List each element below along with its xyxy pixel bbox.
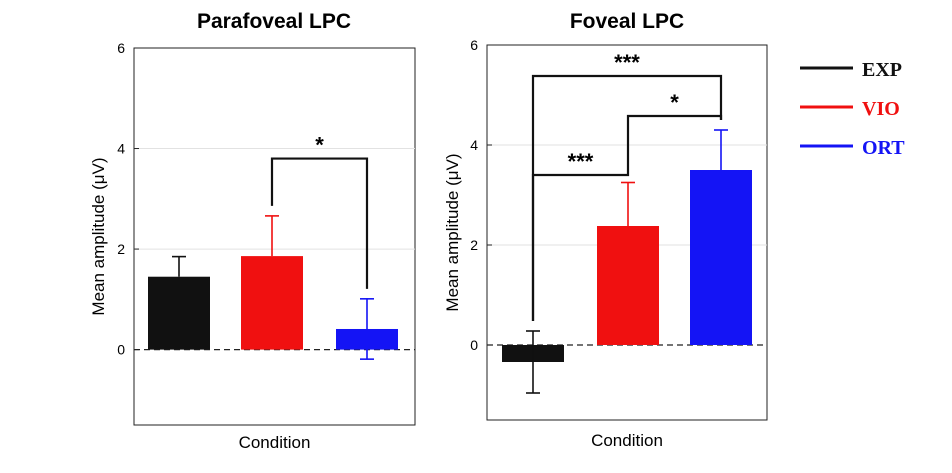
significance-label: * [315,133,324,158]
significance-bracket [531,74,723,321]
y-tick-label: 0 [117,342,125,358]
legend-label-exp: EXP [862,59,902,81]
significance-label: *** [614,50,640,75]
plot-frame [133,47,416,426]
bar-exp [148,276,210,350]
chart-title: Parafoveal LPC [197,10,351,33]
plot-frame [486,44,768,421]
legend: EXP VIO ORT [800,59,905,159]
legend-label-ort: ORT [862,137,905,159]
y-ticks: 0 2 4 6 [470,37,492,353]
bar-vio [597,226,659,345]
bar-vio [241,256,303,350]
y-tick-label: 2 [470,237,478,253]
y-axis-label: Mean amplitude (μV) [443,153,462,311]
bars [502,129,752,394]
y-axis-label: Mean amplitude (μV) [89,157,108,315]
significance-brackets: ******* [531,50,723,321]
bars [148,215,398,360]
significance-label: * [670,90,679,115]
x-axis-label: Condition [591,431,663,450]
significance-bracket [270,157,369,289]
bar-ort [690,170,752,345]
y-tick-label: 6 [117,40,125,56]
y-tick-label: 4 [470,137,478,153]
x-axis-label: Condition [239,433,311,452]
significance-brackets: * [270,133,369,289]
panel-parafoveal: Parafoveal LPC 0 2 4 6 * Mean amplitude (μV… [89,10,416,452]
grid-lines [134,148,415,250]
significance-bracket [626,114,723,173]
significance-label: *** [568,149,594,174]
y-tick-label: 4 [117,141,125,157]
chart-title: Foveal LPC [570,10,684,33]
y-ticks: 0 2 4 6 [117,40,139,358]
legend-label-vio: VIO [862,98,900,120]
y-tick-label: 6 [470,37,478,53]
y-tick-label: 2 [117,241,125,257]
y-tick-label: 0 [470,337,478,353]
